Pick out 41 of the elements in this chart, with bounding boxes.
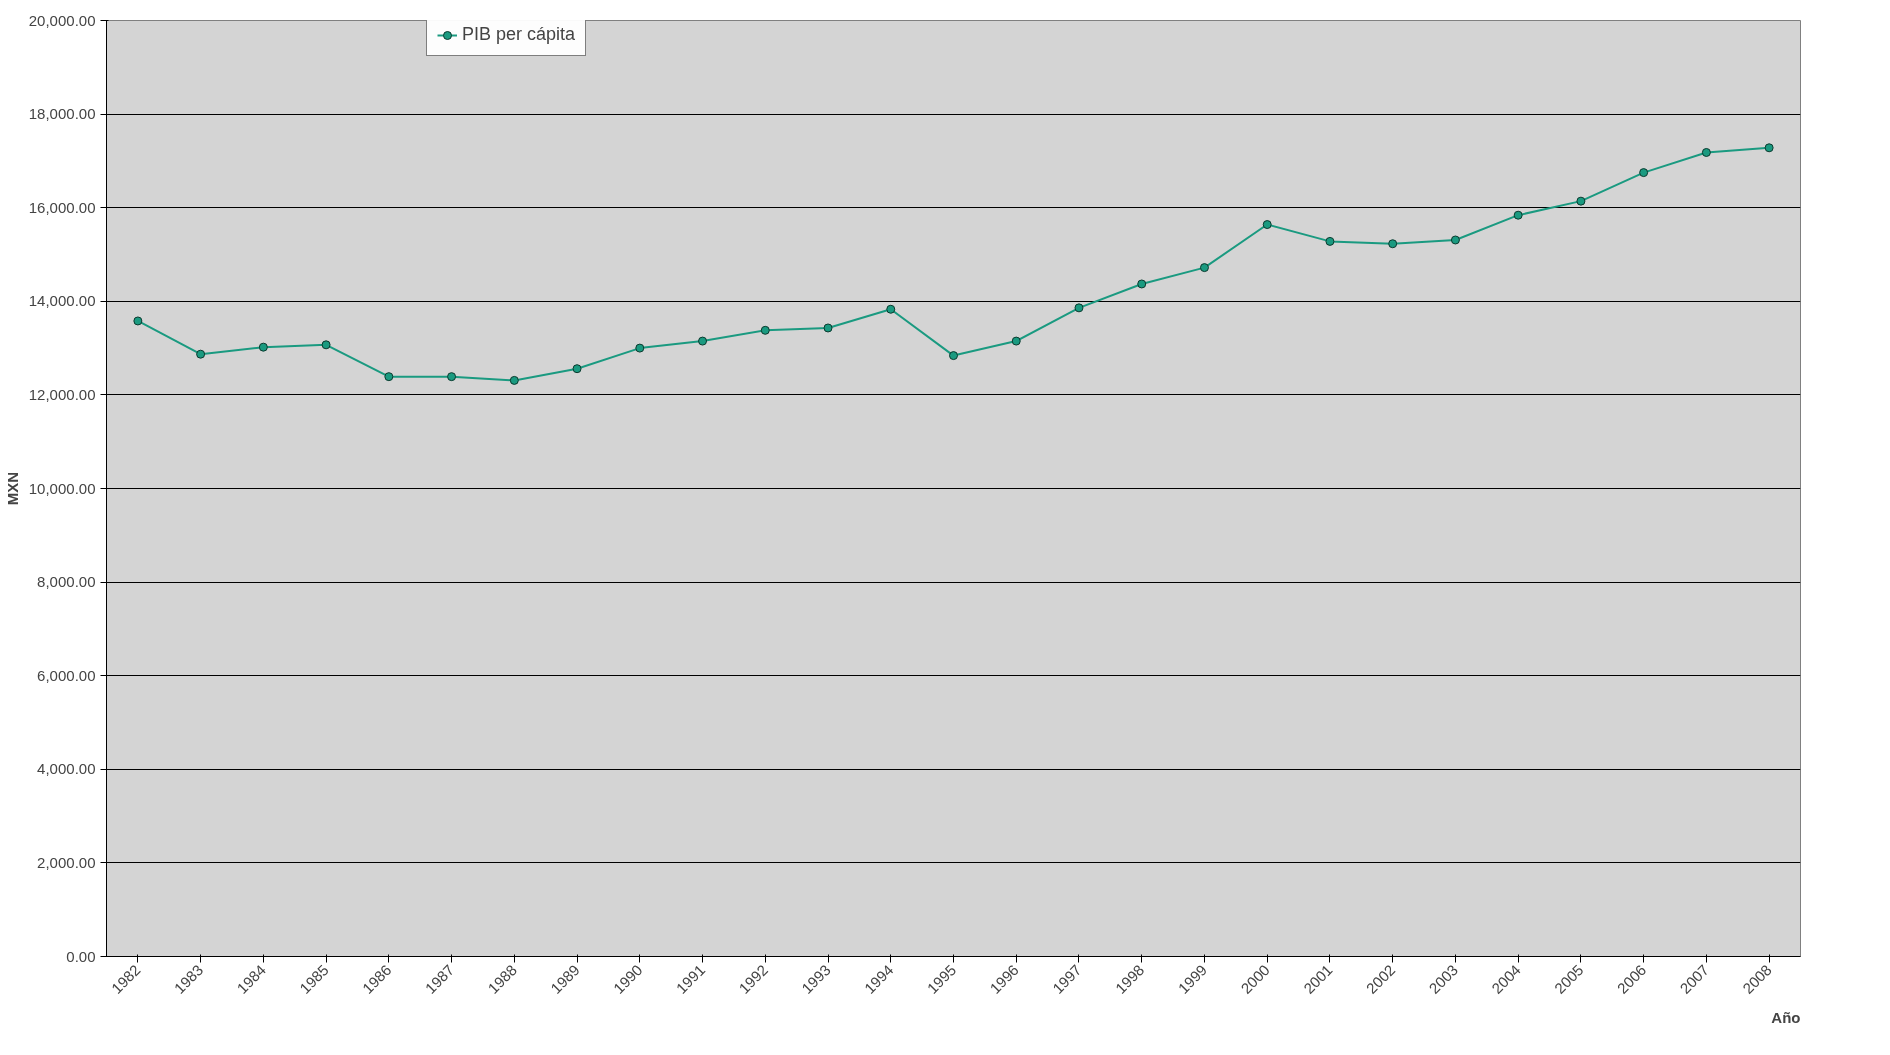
point [1325, 236, 1335, 246]
point [1450, 235, 1460, 245]
point [258, 342, 268, 352]
y-axis-title: MXN [3, 471, 21, 506]
point [760, 325, 770, 335]
y-tick-label: 14,000.00 [28, 292, 96, 310]
y-tick-label: 8,000.00 [37, 573, 96, 591]
point [1074, 303, 1084, 313]
point [321, 340, 331, 350]
point [447, 372, 457, 382]
point [1199, 263, 1209, 273]
point [1764, 143, 1774, 153]
point [949, 351, 958, 361]
point [509, 375, 519, 385]
point [572, 364, 582, 374]
legend-label: PIB per cápita [462, 24, 576, 45]
y-tick-label: 0.00 [66, 947, 96, 965]
point [1576, 196, 1586, 206]
point [886, 304, 896, 314]
point [1137, 279, 1147, 289]
point [1639, 168, 1649, 178]
y-tick-label: 16,000.00 [28, 198, 96, 216]
point [1701, 147, 1711, 157]
y-tick-label: 12,000.00 [28, 385, 96, 403]
y-tick-label: 2,000.00 [37, 853, 96, 871]
point [1011, 336, 1021, 346]
x-axis-title: Año [1771, 1008, 1801, 1026]
y-tick-label: 18,000.00 [28, 105, 96, 123]
point [133, 316, 143, 326]
y-tick-label: 10,000.00 [28, 479, 96, 497]
y-tick-label: 20,000.00 [28, 11, 96, 29]
point [823, 323, 833, 333]
y-tick-label: 4,000.00 [37, 760, 96, 778]
y-tick-label: 6,000.00 [37, 666, 96, 684]
point [698, 336, 708, 346]
point [635, 343, 645, 353]
point [384, 372, 394, 382]
point [1513, 210, 1523, 220]
point [1262, 220, 1272, 230]
point [1388, 239, 1398, 249]
point [196, 349, 206, 359]
